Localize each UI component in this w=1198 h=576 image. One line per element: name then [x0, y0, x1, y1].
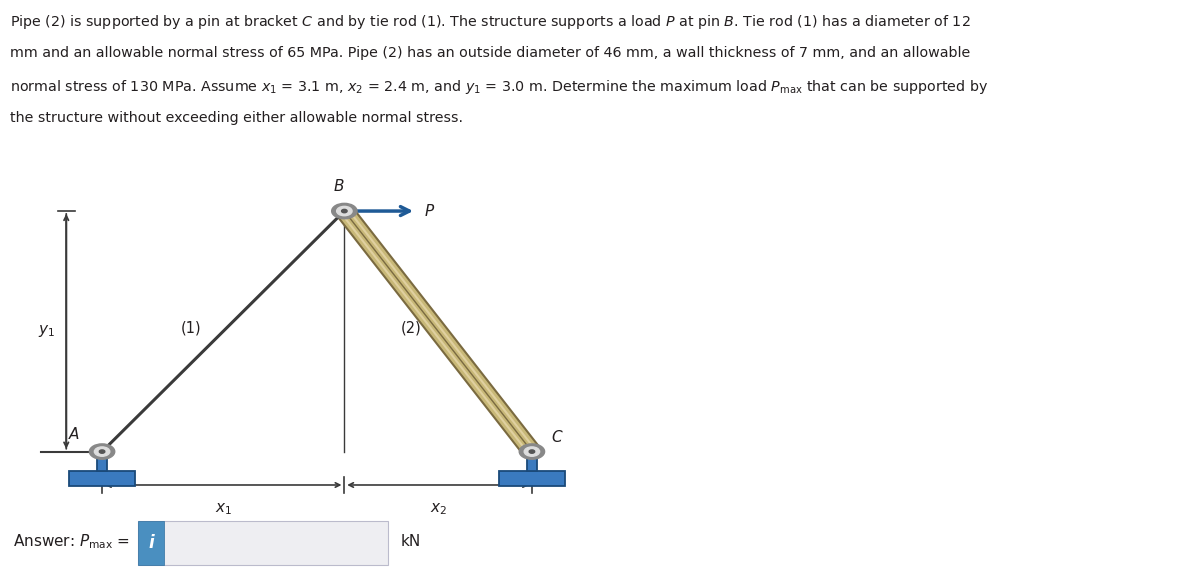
Text: $x_2$: $x_2$: [430, 502, 447, 517]
Circle shape: [90, 444, 115, 459]
Bar: [527, 452, 537, 471]
Text: $B$: $B$: [333, 179, 345, 194]
Text: Pipe (2) is supported by a pin at bracket $C$ and by tie rod (1). The structure : Pipe (2) is supported by a pin at bracke…: [10, 13, 970, 31]
FancyBboxPatch shape: [138, 521, 388, 564]
Text: $A$: $A$: [68, 426, 80, 442]
Text: Answer: $P_\mathrm{max}$ =: Answer: $P_\mathrm{max}$ =: [13, 532, 129, 551]
Text: (1): (1): [181, 320, 201, 335]
Text: normal stress of 130 MPa. Assume $x_1$ = 3.1 m, $x_2$ = 2.4 m, and $y_1$ = 3.0 m: normal stress of 130 MPa. Assume $x_1$ =…: [10, 78, 987, 96]
Text: $x_1$: $x_1$: [214, 502, 231, 517]
Bar: [69, 471, 135, 486]
Text: kN: kN: [400, 535, 420, 550]
FancyBboxPatch shape: [138, 521, 164, 564]
Circle shape: [525, 447, 539, 456]
Bar: [498, 471, 565, 486]
Circle shape: [95, 447, 110, 456]
Text: (2): (2): [401, 320, 422, 335]
Text: $P$: $P$: [424, 203, 435, 219]
Circle shape: [337, 206, 352, 216]
Circle shape: [530, 450, 534, 453]
Circle shape: [341, 210, 347, 213]
Text: $C$: $C$: [551, 429, 564, 445]
Text: $y_1$: $y_1$: [38, 323, 55, 339]
Circle shape: [332, 203, 357, 219]
Circle shape: [519, 444, 545, 459]
Text: the structure without exceeding either allowable normal stress.: the structure without exceeding either a…: [10, 111, 462, 125]
Bar: [97, 452, 107, 471]
Text: i: i: [149, 534, 155, 552]
Text: mm and an allowable normal stress of 65 MPa. Pipe (2) has an outside diameter of: mm and an allowable normal stress of 65 …: [10, 46, 970, 59]
Circle shape: [99, 450, 105, 453]
